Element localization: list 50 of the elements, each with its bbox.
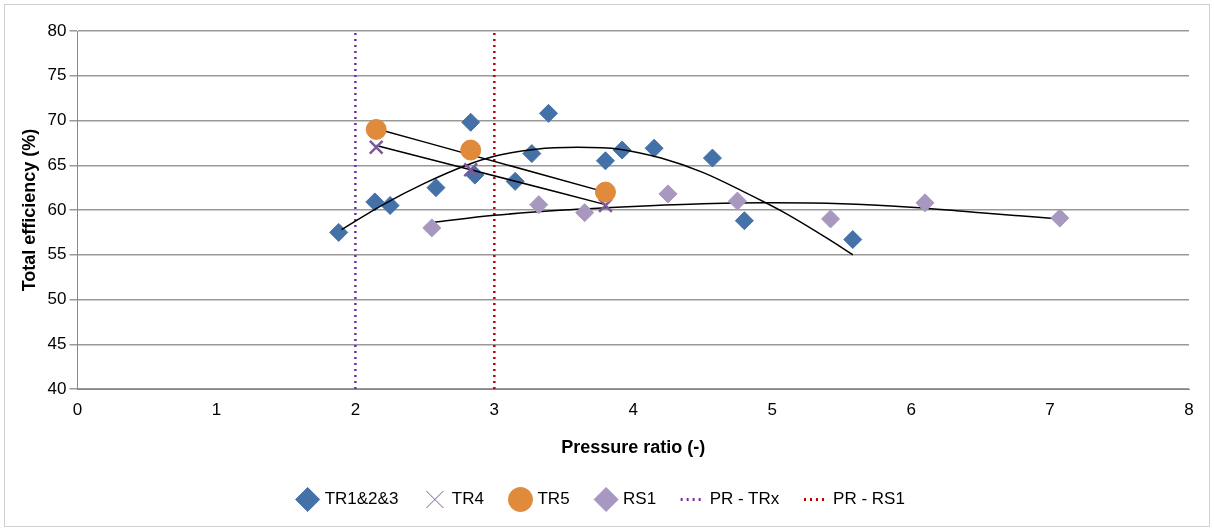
legend-label: TR4 <box>451 489 484 509</box>
y-tick-label: 60 <box>47 199 67 219</box>
y-tick-label: 40 <box>47 378 67 398</box>
point <box>575 203 595 223</box>
point <box>702 148 722 168</box>
x-tick-label: 4 <box>628 399 638 419</box>
x-tick-label: 6 <box>906 399 916 419</box>
point <box>727 191 747 211</box>
point <box>426 178 446 198</box>
point <box>658 184 678 204</box>
point <box>529 195 549 215</box>
y-axis-title: Total efficiency (%) <box>18 128 39 292</box>
x-tick-label: 7 <box>1045 399 1055 419</box>
point <box>368 139 384 155</box>
y-tick-label: 65 <box>47 154 67 174</box>
x-tick-label: 3 <box>489 399 500 419</box>
point <box>595 151 615 171</box>
y-tick-label: 70 <box>47 110 67 130</box>
point <box>1050 208 1070 228</box>
point <box>644 138 664 158</box>
x-tick-label: 1 <box>211 399 222 419</box>
point <box>522 144 542 164</box>
legend-label: PR - RS1 <box>833 489 905 509</box>
y-tick-label: 75 <box>47 65 67 85</box>
x-tick-label: 5 <box>767 399 777 419</box>
y-tick-label: 50 <box>47 289 67 309</box>
x-tick-label: 0 <box>72 399 83 419</box>
point <box>915 193 935 213</box>
point <box>365 192 385 212</box>
point <box>734 211 754 231</box>
y-tick-label: 55 <box>47 244 67 264</box>
y-tick-label: 80 <box>47 20 67 40</box>
y-tick-label: 45 <box>47 333 67 353</box>
point <box>843 230 863 250</box>
point <box>821 209 841 229</box>
legend-label: PR - TRx <box>709 489 780 509</box>
point <box>460 139 482 161</box>
x-axis-title: Pressure ratio (-) <box>561 437 706 458</box>
legend-label: TR5 <box>537 489 570 509</box>
x-tick-label: 2 <box>350 399 361 419</box>
x-tick-label: 8 <box>1184 399 1194 419</box>
legend-label: TR1&2&3 <box>324 489 399 509</box>
point <box>594 181 616 203</box>
point <box>539 103 558 123</box>
point <box>422 218 442 238</box>
point <box>329 222 349 242</box>
point <box>365 118 387 140</box>
point <box>461 112 481 132</box>
point <box>463 162 479 178</box>
legend-label: RS1 <box>623 489 657 509</box>
